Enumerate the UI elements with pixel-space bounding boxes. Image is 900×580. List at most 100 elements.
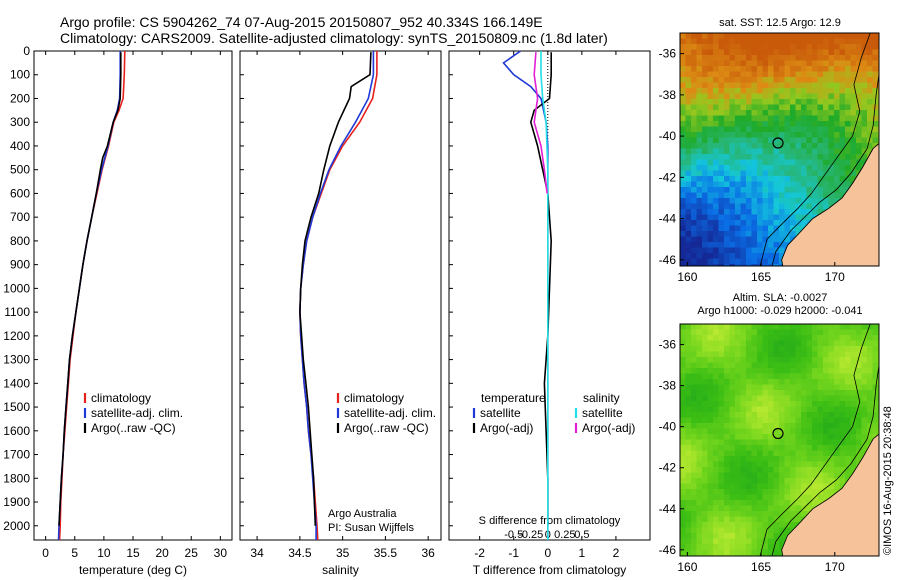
difference-s-tick-label-1: -0.25 (518, 529, 543, 541)
difference-profile-series-3 (533, 52, 548, 194)
difference-profile-xtick-label-0: -2 (474, 546, 485, 560)
salinity-profile-xtick-label-4: 36 (421, 546, 435, 560)
temperature-profile-xtick-label-0: 0 (42, 546, 49, 560)
sst-map-frame (679, 32, 880, 267)
sst-map-field (680, 33, 879, 266)
argo-australia-note: Argo Australia PI: Susan Wijffels (328, 507, 414, 535)
salinity-legend-label-2: Argo(..raw -QC) (344, 421, 429, 435)
salinity-legend-label-0: climatology (344, 391, 404, 405)
sst-map-xtick-label-1: 165 (751, 270, 771, 284)
sst-map-ytick-label-3: -42 (659, 170, 677, 184)
temperature-profile-xtick-label-4: 20 (155, 546, 169, 560)
difference-profile-xtick-label-1: -1 (508, 546, 519, 560)
sla-map-field (680, 324, 879, 556)
note-line-1: Argo Australia (328, 508, 397, 520)
salinity-legend-label-1: satellite-adj. clim. (344, 406, 436, 420)
sst-map-title: sat. SST: 12.5 Argo: 12.9 (719, 17, 841, 29)
salinity-profile-frame (239, 50, 442, 541)
sla-map-ytick-label-0: -36 (659, 338, 677, 352)
sla-map-xtick-label-0: 160 (677, 560, 697, 574)
temperature-ytick-label-19: 1900 (3, 495, 30, 509)
difference-s-axis-label: S difference from climatology (479, 515, 621, 527)
difference-legend-sal-label-1: Argo(-adj) (582, 421, 635, 435)
sla-map-argo-marker (772, 427, 784, 440)
sst-map-argo-marker (772, 137, 784, 149)
sla-map-title-line1: Altim. SLA: -0.0027 (732, 292, 828, 304)
temperature-ytick-label-3: 300 (10, 115, 30, 129)
figure-title-line2: Climatology: CARS2009. Satellite-adjuste… (60, 30, 608, 46)
figure-title-line1: Argo profile: CS 5904262_74 07-Aug-2015 … (60, 14, 543, 30)
salinity-profile-xtick-label-1: 34.5 (288, 546, 312, 560)
temperature-ytick-label-8: 800 (10, 234, 30, 248)
temperature-ytick-label-5: 500 (10, 163, 30, 177)
temperature-ytick-label-16: 1600 (3, 424, 30, 438)
temperature-ytick-label-4: 400 (10, 139, 30, 153)
sla-map-ytick-label-4: -44 (659, 502, 677, 516)
sst-map-contour-0 (759, 33, 871, 266)
temperature-ytick-label-7: 700 (10, 210, 30, 224)
sst-map-ytick-label-2: -40 (659, 129, 677, 143)
difference-legend-sal-label-0: satellite (582, 406, 623, 420)
difference-legend-sal-header: salinity (583, 391, 620, 405)
temperature-ytick-label-2: 200 (10, 91, 30, 105)
sst-map-contour-1 (771, 71, 879, 266)
imos-credit-label: ©IMOS 16-Aug-2015 20:38:48 (882, 406, 894, 555)
difference-legend-temp-label-0: satellite (480, 406, 521, 420)
salinity-profile-xtick-label-3: 35.5 (374, 546, 398, 560)
temperature-profile-xtick-label-2: 10 (97, 546, 111, 560)
temperature-ytick-label-9: 900 (10, 258, 30, 272)
sst-map-xtick-label-2: 170 (825, 270, 845, 284)
difference-xlabel: T difference from climatology (473, 563, 627, 577)
temperature-profile-frame (33, 50, 233, 541)
sst-map-ytick-label-5: -46 (659, 253, 677, 267)
temperature-legend-label-0: climatology (91, 391, 151, 405)
temperature-ytick-label-12: 1200 (3, 329, 30, 343)
sla-map-contour-1 (771, 362, 879, 556)
sla-map-land (781, 433, 879, 556)
difference-legend-temp-label-1: Argo(-adj) (480, 421, 533, 435)
sst-map-ytick-label-4: -44 (659, 212, 677, 226)
sst-map-ytick-label-0: -36 (659, 47, 677, 61)
temperature-profile-xtick-label-5: 25 (185, 546, 199, 560)
sst-map-land-overlay (781, 143, 879, 266)
temperature-ytick-label-0: 0 (23, 44, 30, 58)
salinity-xlabel: salinity (322, 563, 359, 577)
temperature-profile-xtick-label-1: 5 (71, 546, 78, 560)
temperature-ytick-label-15: 1500 (3, 400, 30, 414)
difference-profile-xtick-label-2: 0 (544, 546, 551, 560)
temperature-profile-xtick-label-6: 30 (214, 546, 228, 560)
sla-map-ytick-label-2: -40 (659, 420, 677, 434)
temperature-ytick-label-10: 1000 (3, 281, 30, 295)
temperature-legend-label-2: Argo(..raw -QC) (91, 421, 176, 435)
temperature-ytick-label-14: 1400 (3, 376, 30, 390)
sla-map-xtick-label-2: 170 (825, 560, 845, 574)
temperature-legend-label-1: satellite-adj. clim. (91, 406, 183, 420)
difference-s-tick-label-3: 0.25 (554, 529, 575, 541)
difference-s-tick-label-4: 0.5 (574, 529, 589, 541)
sla-map-ytick-label-5: -46 (659, 543, 677, 557)
temperature-profile-xtick-label-3: 15 (126, 546, 140, 560)
temperature-xlabel: temperature (deg C) (79, 563, 187, 577)
temperature-ytick-label-1: 100 (10, 68, 30, 82)
temperature-ytick-label-13: 1300 (3, 353, 30, 367)
sla-map-xtick-label-1: 165 (751, 560, 771, 574)
note-line-2: PI: Susan Wijffels (328, 522, 414, 534)
sla-map-title-line2: Argo h1000: -0.029 h2000: -0.041 (697, 305, 863, 317)
temperature-ytick-label-11: 1100 (4, 305, 30, 319)
difference-legend-temp-header: temperature (481, 391, 546, 405)
sla-map-ytick-label-3: -42 (659, 461, 677, 475)
difference-profile-series-2 (540, 51, 549, 540)
temperature-ytick-label-17: 1700 (3, 448, 30, 462)
temperature-ytick-label-20: 2000 (3, 519, 30, 533)
sst-map-xtick-label-0: 160 (677, 270, 697, 284)
temperature-profile-series-2 (58, 52, 122, 526)
sla-map-contour-0 (759, 324, 871, 556)
salinity-profile-series-2 (299, 52, 372, 526)
sla-map-ytick-label-1: -38 (659, 379, 677, 393)
temperature-ytick-label-18: 1800 (3, 471, 30, 485)
difference-profile-xtick-label-3: 1 (579, 546, 586, 560)
difference-s-tick-label-0: -0.5 (504, 529, 523, 541)
salinity-profile-xtick-label-0: 34 (250, 546, 264, 560)
difference-profile-xtick-label-4: 2 (613, 546, 620, 560)
